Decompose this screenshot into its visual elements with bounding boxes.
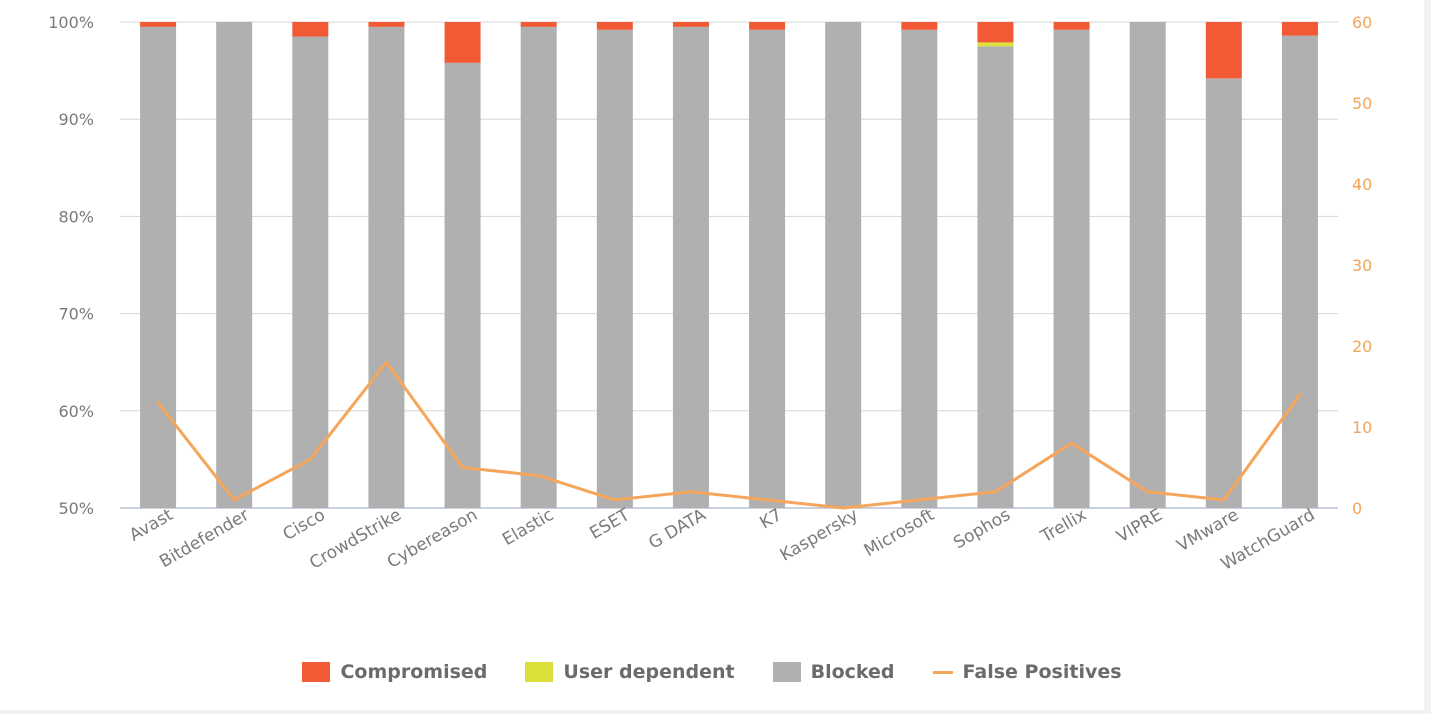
y-right-tick-label: 40 [1352, 175, 1372, 194]
y-right-tick-label: 20 [1352, 337, 1372, 356]
bar-compromised [520, 22, 557, 27]
y-right-tick-label: 0 [1352, 499, 1362, 518]
false-positives-point [1298, 393, 1302, 397]
legend-swatch-user-dependent [525, 662, 554, 682]
false-positives-point [917, 498, 921, 502]
legend-label-compromised: Compromised [340, 661, 488, 683]
x-tick-label: G DATA [645, 505, 709, 554]
false-positives-point [765, 498, 769, 502]
x-tick-label: VIPRE [1113, 505, 1166, 547]
legend-item-blocked[interactable]: Blocked [772, 661, 895, 683]
bar-blocked [1205, 78, 1242, 508]
bar-compromised [368, 22, 405, 27]
legend-swatch-compromised [302, 662, 331, 682]
x-tick-label: Elastic [499, 505, 557, 550]
bar-blocked [749, 29, 786, 508]
bar-compromised [672, 22, 709, 27]
y-left-tick-label: 50% [58, 499, 94, 518]
false-positives-line [156, 360, 1302, 510]
x-tick-label: Sophos [950, 505, 1014, 553]
bar-compromised [444, 22, 481, 63]
bar-compromised [749, 22, 786, 30]
bar-blocked [596, 29, 633, 508]
bar-compromised [292, 22, 329, 37]
legend-item-false-positives[interactable]: False Positives [932, 661, 1122, 683]
bar-blocked [1281, 35, 1318, 508]
bar-compromised [977, 22, 1014, 43]
false-positives-point [841, 506, 845, 510]
x-tick-label: K7 [757, 505, 786, 533]
legend-swatch-false-positives [932, 670, 953, 674]
legend-item-compromised[interactable]: Compromised [302, 661, 487, 683]
bar-blocked [444, 62, 481, 508]
bar-compromised [1053, 22, 1090, 30]
x-tick-label: Microsoft [861, 505, 938, 561]
bar-blocked [1129, 22, 1166, 508]
chart: 50%60%70%80%90%100%0102030405060AvastBit… [48, 13, 1372, 575]
legend: Compromised User dependent Blocked False… [0, 652, 1424, 692]
legend-swatch-blocked [772, 662, 801, 682]
legend-item-user-dependent[interactable]: User dependent [525, 661, 735, 683]
legend-label-user-dependent: User dependent [563, 661, 735, 683]
bar-compromised [140, 22, 177, 27]
x-tick-label: Trellix [1037, 505, 1090, 547]
x-tick-label: Kaspersky [777, 505, 862, 566]
x-tick-label: Cisco [280, 505, 329, 545]
false-positives-point [1222, 498, 1226, 502]
false-positives-point [537, 474, 541, 478]
y-right-tick-label: 50 [1352, 94, 1372, 113]
false-positives-point [461, 466, 465, 469]
false-positives-point [993, 490, 997, 494]
bar-blocked [901, 29, 938, 508]
x-tick-label: Avast [126, 505, 177, 546]
bar-blocked [672, 26, 709, 509]
false-positives-point [232, 498, 236, 502]
y-left-tick-label: 90% [58, 110, 94, 129]
bar-compromised [596, 22, 633, 30]
y-right-tick-label: 60 [1352, 13, 1372, 32]
y-left-tick-label: 70% [58, 305, 94, 324]
bar-compromised [1281, 22, 1318, 36]
false-positives-point [1146, 490, 1150, 494]
bar-compromised [901, 22, 938, 30]
false-positives-point [1070, 441, 1074, 445]
y-right-tick-label: 10 [1352, 418, 1372, 437]
bar-blocked [216, 22, 253, 508]
x-tick-label: ESET [586, 505, 633, 544]
y-right-tick-label: 30 [1352, 256, 1372, 275]
bar-blocked [140, 26, 177, 509]
bar-compromised [1205, 22, 1242, 79]
false-positives-point [156, 401, 160, 405]
false-positives-point [689, 490, 693, 494]
y-left-tick-label: 80% [58, 207, 94, 226]
false-positives-point [384, 360, 388, 364]
y-left-tick-label: 60% [58, 402, 94, 421]
bar-blocked [292, 36, 329, 508]
false-positives-point [613, 498, 617, 502]
bar-blocked [977, 46, 1014, 509]
bar-blocked [825, 22, 862, 508]
legend-label-blocked: Blocked [810, 661, 895, 683]
bar-user-dependent [977, 42, 1014, 47]
bar-blocked [368, 26, 405, 509]
legend-label-false-positives: False Positives [962, 661, 1122, 683]
bar-blocked [1053, 29, 1090, 508]
bar-blocked [520, 26, 557, 509]
false-positives-point [308, 457, 312, 461]
y-left-tick-label: 100% [48, 13, 94, 32]
